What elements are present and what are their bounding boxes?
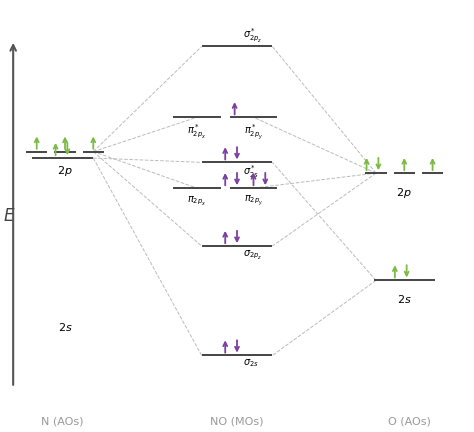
Text: N (AOs): N (AOs) <box>41 416 84 426</box>
Text: $\sigma_{2p_z}$: $\sigma_{2p_z}$ <box>243 248 262 261</box>
Text: E: E <box>4 207 14 225</box>
Text: $\sigma^*_{2s}$: $\sigma^*_{2s}$ <box>243 164 258 181</box>
Text: $\pi_{2p_x}$: $\pi_{2p_x}$ <box>187 194 207 206</box>
Text: $2p$: $2p$ <box>396 186 412 200</box>
Text: $2p$: $2p$ <box>57 165 73 178</box>
Text: $2s$: $2s$ <box>58 321 73 333</box>
Text: $\pi^*_{2p_y}$: $\pi^*_{2p_y}$ <box>244 122 263 142</box>
Text: $\pi^*_{2p_x}$: $\pi^*_{2p_x}$ <box>187 122 207 140</box>
Text: $\sigma_{2s}$: $\sigma_{2s}$ <box>243 358 258 369</box>
Text: O (AOs): O (AOs) <box>388 416 430 426</box>
Text: $\pi_{2p_y}$: $\pi_{2p_y}$ <box>244 194 263 208</box>
Text: $2s$: $2s$ <box>397 293 411 305</box>
Text: $\sigma^*_{2p_z}$: $\sigma^*_{2p_z}$ <box>243 26 262 44</box>
Text: NO (MOs): NO (MOs) <box>210 416 264 426</box>
